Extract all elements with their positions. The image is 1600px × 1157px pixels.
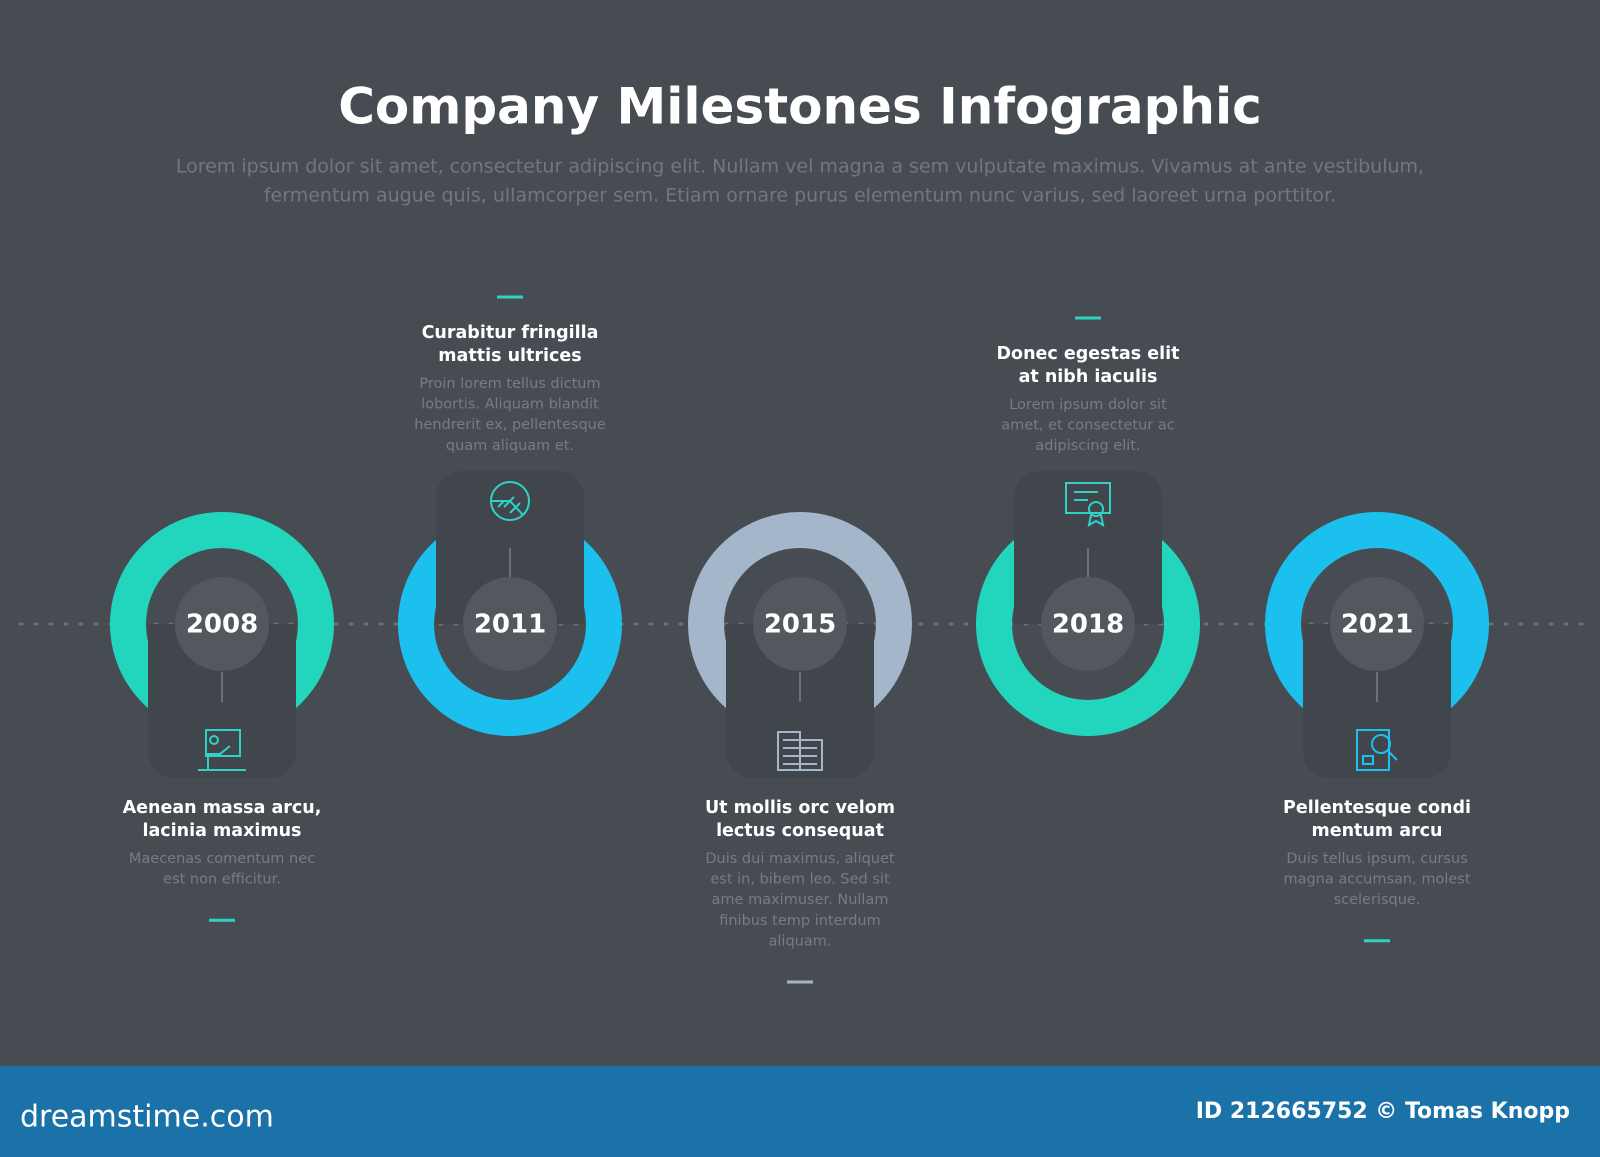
milestone-heading: Curabitur fringilla [422,323,599,343]
year: 2008 [186,610,258,640]
year-circle [1041,577,1135,671]
milestones: 2008 Aenean massa arcu, lacinia maximus Mae… [110,295,1489,984]
milestone-heading: at nibh iaculis [1019,367,1158,387]
year-circle [753,577,847,671]
milestone-text: Lorem ipsum dolor sit [1009,397,1167,413]
milestone-text: quam aliquam et. [446,438,574,454]
year: 2021 [1341,610,1413,640]
milestone-text: Proin lorem tellus dictum [419,376,600,392]
icon-part [1371,734,1391,754]
card [436,471,584,624]
milestone-heading: Donec egestas elit [997,344,1180,364]
year: 2011 [474,610,546,640]
icon-part [1088,501,1104,517]
title: Company Milestones Infographic [338,78,1262,136]
icon-part [1065,482,1111,514]
year-circle [1330,577,1424,671]
icon-part [207,745,231,770]
milestone-text: est in, bibem leo. Sed sit [710,872,890,888]
footer-bar [0,1066,1600,1157]
milestone-text: Maecenas comentum nec [129,851,315,867]
icon [777,731,823,771]
milestone-heading: Ut mollis orc velom [705,798,895,818]
icon-part [491,496,524,516]
milestone-heading: lectus consequat [716,821,884,841]
icon-part [1087,514,1105,527]
year: 2018 [1052,610,1124,640]
subtitle: Lorem ipsum dolor sit amet, consectetur … [176,156,1424,178]
milestone-heading: Aenean massa arcu, [123,798,322,818]
icon-part [205,729,241,757]
icon-part [209,735,219,745]
milestone-text: Duis tellus ipsum, cursus [1286,851,1467,867]
footer-site: dreamstime.com [20,1100,274,1135]
milestone-text: adipiscing elit. [1035,438,1140,454]
icon-part [1387,750,1398,761]
milestone-text: est non efficitur. [163,872,281,888]
subtitle: fermentum augue quis, ullamcorper sem. E… [264,185,1336,207]
year: 2015 [764,610,836,640]
icon-part [1362,755,1374,765]
year-circle [463,577,557,671]
icon [490,481,530,521]
milestone-text: finibus temp interdum [719,913,881,929]
icon [1065,482,1111,527]
footer-credit: ID 212665752 © Tomas Knopp [1196,1099,1570,1124]
milestone-heading: mattis ultrices [438,346,581,366]
milestone-text: lobortis. Aliquam blandit [421,397,599,413]
milestone-text: ame maximuser. Nullam [712,892,889,908]
milestone-heading: mentum arcu [1312,821,1443,841]
icon [1356,729,1398,771]
milestone-text: Duis dui maximus, aliquet [705,851,895,867]
icon [198,729,246,771]
milestone-text: hendrerit ex, pellentesque [414,417,606,433]
milestone-text: amet, et consectetur ac [1001,418,1174,434]
milestone-text: magna accumsan, molest [1283,872,1470,888]
milestone-text: aliquam. [769,933,832,949]
milestone-text: scelerisque. [1334,892,1421,908]
milestone-heading: lacinia maximus [143,821,302,841]
year-circle [175,577,269,671]
card [1014,471,1162,624]
milestone-heading: Pellentesque condi [1283,798,1471,818]
